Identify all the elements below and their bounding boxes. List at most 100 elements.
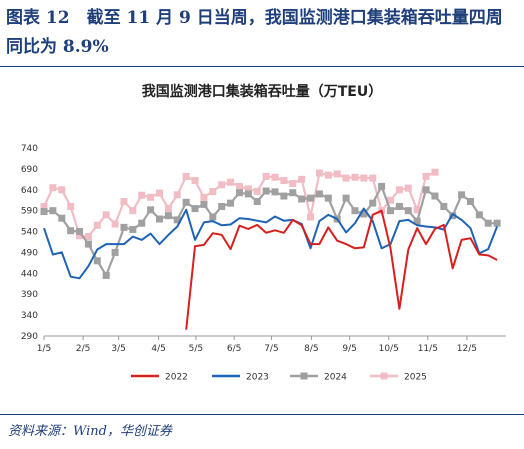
data-point-2024 bbox=[484, 219, 492, 227]
data-point-2024 bbox=[422, 186, 430, 194]
data-point-2024 bbox=[173, 216, 181, 224]
data-point-2025 bbox=[156, 189, 163, 197]
legend-marker-2024 bbox=[300, 372, 308, 380]
data-point-2025 bbox=[58, 186, 66, 194]
data-point-2025 bbox=[218, 181, 226, 189]
data-point-2025 bbox=[315, 169, 323, 177]
data-point-2024 bbox=[466, 197, 474, 205]
data-point-2024 bbox=[360, 210, 368, 218]
data-point-2024 bbox=[147, 206, 155, 214]
data-point-2024 bbox=[182, 198, 190, 206]
data-point-2024 bbox=[387, 207, 394, 215]
bottom-rule bbox=[0, 414, 524, 415]
series-2022 bbox=[185, 209, 498, 330]
line-chart: 我国监测港口集装箱吞吐量（万TEU） 290 340 390 440 490 540 590… bbox=[21, 83, 506, 383]
data-point-2025 bbox=[351, 173, 359, 181]
y-tick-label: 640 bbox=[21, 186, 38, 196]
data-point-2024 bbox=[129, 225, 137, 233]
data-point-2025 bbox=[84, 233, 92, 241]
y-tick-label: 290 bbox=[21, 332, 38, 342]
data-point-2024 bbox=[458, 191, 466, 199]
data-point-2025 bbox=[164, 205, 172, 213]
series-layer bbox=[40, 168, 501, 330]
x-tick-label: 2/5 bbox=[76, 344, 90, 354]
data-point-2024 bbox=[280, 192, 288, 200]
y-tick-label: 490 bbox=[21, 248, 38, 258]
x-tick-label: 9/5 bbox=[342, 344, 356, 354]
y-tick-label: 340 bbox=[21, 311, 38, 321]
data-point-2024 bbox=[49, 207, 57, 215]
legend-label-2023: 2023 bbox=[246, 373, 269, 383]
data-point-2024 bbox=[120, 223, 128, 231]
series-line-2023 bbox=[43, 207, 499, 280]
legend-label-2025: 2025 bbox=[404, 373, 427, 383]
data-point-2024 bbox=[218, 202, 226, 210]
data-point-2025 bbox=[324, 171, 332, 179]
data-point-2024 bbox=[271, 188, 279, 196]
x-tick-label: 6/5 bbox=[227, 344, 241, 354]
x-tick-label: 3/5 bbox=[111, 344, 125, 354]
data-point-2025 bbox=[111, 220, 119, 228]
data-point-2024 bbox=[67, 227, 75, 235]
data-point-2024 bbox=[395, 202, 403, 210]
data-point-2024 bbox=[235, 189, 243, 197]
x-axis-ticks: 1/5 2/5 3/5 4/5 5/5 6/5 7/5 8/5 9/5 10/5 11/5 12/5 bbox=[37, 336, 477, 354]
legend: 2022 2023 2024 2025 bbox=[131, 372, 427, 383]
data-point-2024 bbox=[413, 217, 421, 225]
data-point-2024 bbox=[93, 257, 101, 265]
data-point-2024 bbox=[440, 202, 448, 210]
data-point-2024 bbox=[262, 187, 270, 195]
data-point-2024 bbox=[431, 192, 439, 200]
data-point-2025 bbox=[431, 168, 439, 176]
data-point-2024 bbox=[244, 190, 252, 198]
data-point-2024 bbox=[209, 213, 217, 221]
data-point-2025 bbox=[404, 184, 412, 192]
data-point-2025 bbox=[244, 185, 252, 193]
data-point-2025 bbox=[209, 187, 217, 195]
data-point-2024 bbox=[404, 207, 412, 215]
data-point-2024 bbox=[289, 189, 297, 197]
data-point-2025 bbox=[395, 186, 403, 194]
y-tick-label: 540 bbox=[21, 228, 38, 238]
source-note: 资料来源：Wind，华创证券 bbox=[8, 424, 172, 439]
x-tick-label: 5/5 bbox=[189, 344, 203, 354]
data-point-2024 bbox=[84, 240, 92, 248]
data-point-2024 bbox=[227, 199, 235, 207]
data-point-2025 bbox=[120, 197, 128, 205]
data-point-2025 bbox=[333, 170, 341, 178]
data-point-2025 bbox=[280, 177, 288, 185]
x-tick-label: 11/5 bbox=[418, 344, 438, 354]
legend-marker-2025 bbox=[380, 372, 388, 380]
y-tick-label: 390 bbox=[21, 290, 38, 300]
legend-label-2022: 2022 bbox=[165, 373, 188, 383]
y-tick-label: 740 bbox=[21, 144, 38, 154]
y-tick-label: 590 bbox=[21, 207, 38, 217]
series-line-2024 bbox=[43, 185, 498, 277]
legend-label-2024: 2024 bbox=[324, 373, 347, 383]
data-point-2024 bbox=[378, 182, 386, 190]
data-point-2025 bbox=[342, 174, 350, 182]
data-point-2024 bbox=[307, 194, 315, 202]
data-point-2025 bbox=[182, 172, 190, 180]
data-point-2025 bbox=[129, 207, 137, 215]
data-point-2024 bbox=[191, 205, 199, 213]
data-point-2025 bbox=[271, 173, 279, 181]
data-point-2025 bbox=[413, 206, 421, 214]
data-point-2024 bbox=[164, 212, 172, 220]
data-point-2024 bbox=[475, 211, 483, 219]
series-2024 bbox=[40, 182, 501, 279]
data-point-2024 bbox=[493, 219, 501, 227]
data-point-2025 bbox=[147, 193, 155, 201]
data-point-2025 bbox=[102, 211, 110, 219]
data-point-2024 bbox=[324, 194, 332, 202]
data-point-2024 bbox=[351, 207, 359, 215]
data-point-2024 bbox=[102, 271, 110, 279]
data-point-2025 bbox=[173, 191, 181, 199]
x-tick-label: 1/5 bbox=[37, 344, 51, 354]
data-point-2024 bbox=[200, 200, 208, 208]
data-point-2025 bbox=[227, 178, 235, 186]
data-point-2024 bbox=[369, 199, 377, 207]
data-point-2024 bbox=[315, 190, 323, 198]
data-point-2025 bbox=[67, 202, 75, 210]
x-tick-label: 8/5 bbox=[304, 344, 318, 354]
